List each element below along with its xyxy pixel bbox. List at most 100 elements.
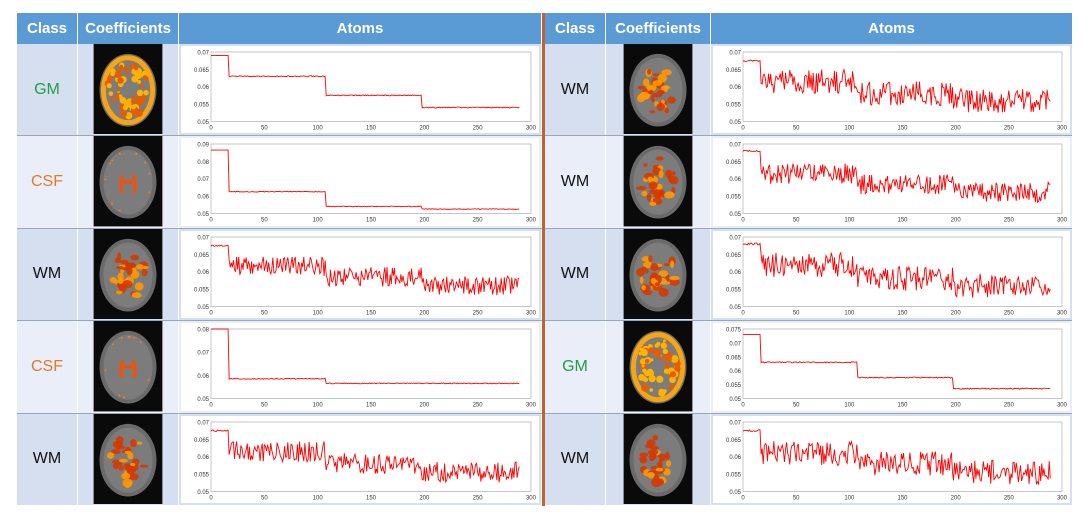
wm-activation-blob [667,96,676,104]
gm-activation-blob [123,65,128,70]
wm-activation-blob [637,85,645,90]
x-tick-label: 50 [793,495,800,501]
y-tick-label: 0.065 [726,437,742,443]
x-tick-label: 0 [209,403,213,409]
gm-activation-blob [133,107,140,114]
wm-activation-blob [647,471,656,478]
wm-activation-blob [131,267,136,276]
wm-activation-blob [657,453,669,459]
gm-activation-blob [641,364,645,368]
x-tick-label: 200 [419,495,430,501]
plot-frame [210,51,532,122]
csf-ventricles [119,175,137,194]
y-tick-label: 0.07 [197,420,209,426]
x-tick-label: 250 [473,403,484,409]
coefficients-cell-right [606,44,710,136]
gm-activation-blob [642,368,647,374]
coefficient-brain-map [623,321,693,412]
class-label-left: WM [17,413,77,505]
atom-plot-left: 0.07 0.065 0.06 0.055 0.05 0 50 100 150 200 250 300 [179,44,541,136]
y-tick-label: 0.06 [729,270,741,276]
atom-series-line [211,328,520,385]
gm-activation-blob [644,359,650,364]
plot-frame [742,236,1063,307]
wm-activation-blob [649,110,656,114]
y-tick-label: 0.08 [197,160,209,166]
x-tick-label: 0 [741,218,745,224]
x-tick-label: 300 [526,125,537,131]
csf-sulcus-spot [133,337,136,340]
wm-activation-blob [663,468,671,476]
x-tick-label: 0 [741,403,745,409]
header-class-right: Class [545,13,605,44]
x-tick-label: 250 [473,218,484,224]
wm-activation-blob [656,184,663,191]
gm-activation-blob [674,365,681,372]
coefficients-cell-left [78,44,178,136]
wm-activation-blob [141,265,150,269]
x-tick-label: 0 [741,495,745,501]
y-tick-label: 0.07 [197,351,209,357]
y-tick-label: 0.055 [726,383,742,389]
wm-activation-blob [129,438,137,448]
class-label-right: WM [545,136,605,228]
y-tick-label: 0.05 [197,489,209,495]
gm-activation-blob [131,75,139,83]
x-tick-label: 250 [473,310,484,316]
x-tick-label: 100 [844,495,855,501]
wm-activation-blob [654,282,661,287]
wm-activation-blob [643,261,653,268]
csf-sulcus-spot [129,336,131,339]
x-tick-label: 0 [209,310,213,316]
wm-activation-blob [124,450,132,454]
coefficient-brain-map [93,136,163,227]
wm-activation-blob [664,107,669,114]
coefficients-cell-left [78,413,178,505]
wm-activation-blob [130,462,136,466]
wm-activation-blob [639,91,650,101]
wm-activation-blob [139,464,149,468]
wm-activation-blob [649,202,657,207]
x-tick-label: 50 [261,218,268,224]
x-tick-label: 300 [1057,403,1068,409]
gm-activation-blob [650,358,654,362]
x-tick-label: 150 [366,495,377,501]
wm-activation-blob [115,290,123,294]
wm-activation-blob [652,434,659,440]
coefficient-brain-map [623,44,693,135]
x-tick-label: 0 [209,495,213,501]
x-tick-label: 300 [526,218,537,224]
csf-sulcus-spot [111,203,114,206]
wm-activation-blob [121,279,133,289]
atom-plot-right: 0.07 0.065 0.06 0.055 0.05 0 50 100 150 200 250 300 [711,136,1072,228]
x-tick-label: 250 [1004,125,1015,131]
gm-activation-blob [134,66,139,71]
x-tick-label: 100 [844,310,855,316]
y-tick-label: 0.06 [197,374,209,380]
gm-activation-blob [142,95,146,100]
y-tick-label: 0.055 [726,287,742,293]
wm-activation-blob [655,467,664,472]
gm-activation-blob [669,376,676,384]
wm-activation-blob [118,464,124,471]
header-class-left: Class [17,13,77,44]
atom-chart: 0.07 0.065 0.06 0.055 0.050 50 100 150 200 250 300 [181,46,539,134]
gm-activation-blob [665,356,672,363]
class-label-right: WM [545,228,605,321]
gm-activation-blob [656,342,661,347]
gm-cortex-ring [630,332,686,403]
gm-activation-blob [125,112,133,120]
gm-activation-blob [106,83,112,89]
wm-activation-blob [133,464,139,470]
wm-activation-blob [119,259,129,264]
x-tick-label: 300 [526,310,537,316]
gm-activation-blob [110,71,115,77]
x-tick-label: 200 [951,495,962,501]
wm-activation-blob [643,163,648,168]
class-label-right: GM [545,321,605,413]
atom-series-line [211,149,520,211]
plot-frame [742,328,1063,399]
wm-activation-blob [669,176,679,185]
wm-activation-blob [127,452,134,459]
csf-sulcus-spot [123,396,126,399]
